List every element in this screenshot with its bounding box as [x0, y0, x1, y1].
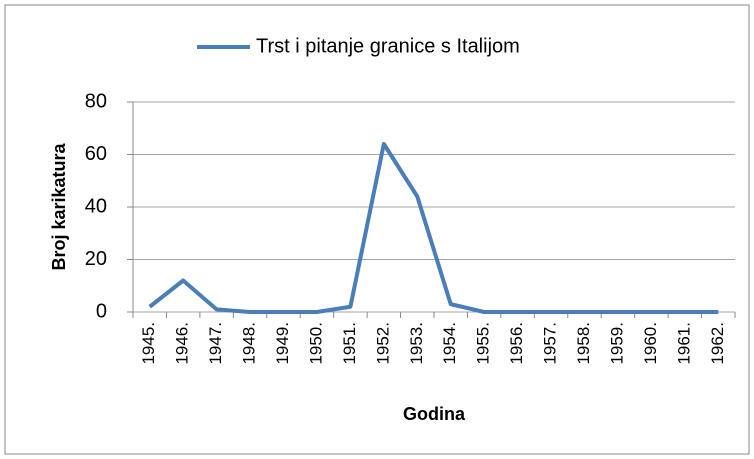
x-tick-label: 1958. [574, 322, 593, 365]
data-line [148, 142, 719, 314]
x-tick-label: 1948. [240, 322, 259, 365]
legend-label: Trst i pitanje granice s Italijom [256, 35, 520, 57]
y-tick-label: 60 [85, 143, 107, 165]
x-tick-label: 1955. [474, 322, 493, 365]
y-axis-label: Broj karikatura [49, 142, 69, 270]
x-tick-label: 1961. [674, 322, 693, 365]
x-tick-label: 1946. [173, 322, 192, 365]
x-tick-label: 1962. [708, 322, 727, 365]
x-tick-label: 1960. [641, 322, 660, 365]
x-tick-label: 1957. [541, 322, 560, 365]
x-tick-label: 1954. [440, 322, 459, 365]
x-tick-label: 1945. [139, 322, 158, 365]
x-axis-label: Godina [403, 404, 466, 424]
x-tick-label: 1950. [306, 322, 325, 365]
y-tick-label: 20 [85, 248, 107, 270]
chart-frame [4, 4, 750, 455]
x-tick-label: 1956. [507, 322, 526, 365]
x-tick-label: 1949. [273, 322, 292, 365]
x-tick-label: 1959. [607, 322, 626, 365]
x-tick-label: 1953. [407, 322, 426, 365]
x-tick-label: 1952. [373, 322, 392, 365]
x-tick-label: 1951. [340, 322, 359, 365]
y-tick-label: 0 [96, 300, 107, 322]
y-tick-label: 80 [85, 90, 107, 112]
y-tick-label: 40 [85, 195, 107, 217]
x-tick-label: 1947. [206, 322, 225, 365]
